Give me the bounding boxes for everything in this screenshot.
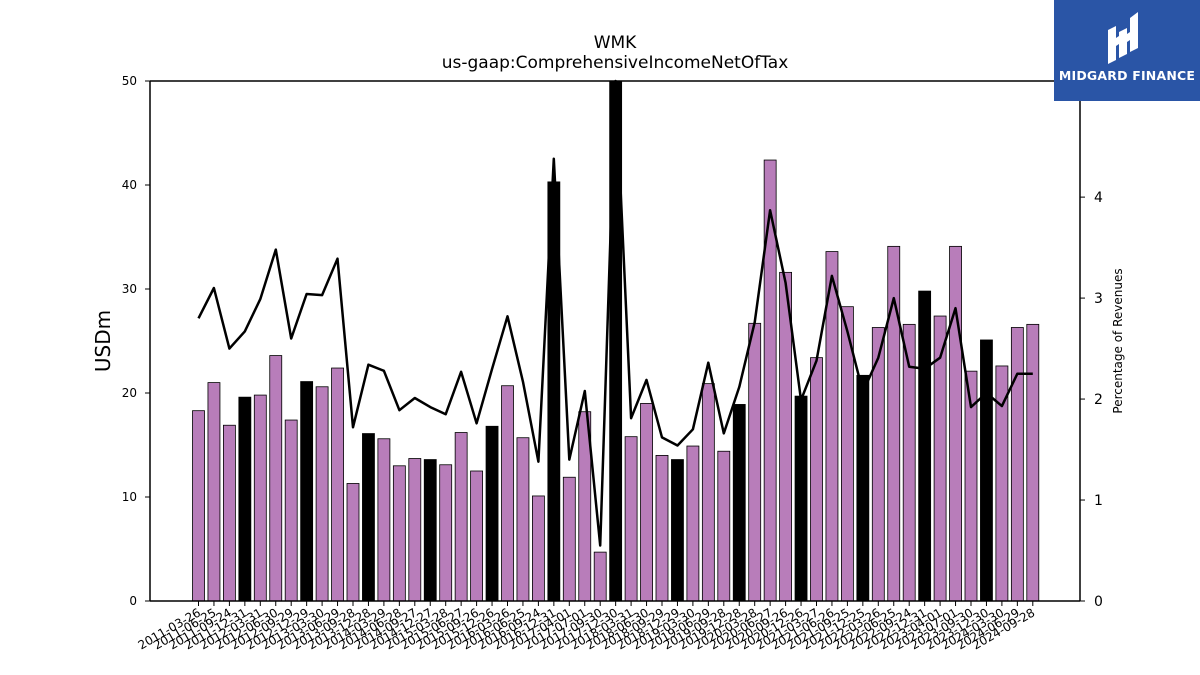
bar-2015-09-26 <box>470 470 484 602</box>
bar-2013-03-30 <box>315 386 329 602</box>
midgard-logo-icon <box>1108 12 1138 64</box>
bar-2019-06-29 <box>701 383 715 602</box>
bar-2011-03-26 <box>192 410 205 602</box>
bar-2011-12-31 <box>238 396 252 602</box>
bar-2014-09-27 <box>408 458 422 602</box>
bar-2016-03-26 <box>501 385 514 602</box>
bar-2014-12-27 <box>423 459 437 602</box>
bar-2021-12-25 <box>856 374 870 602</box>
bar-2023-12-30 <box>980 339 993 602</box>
y-tick-label: 10 <box>122 490 137 504</box>
bar-2017-09-30 <box>593 551 607 602</box>
bar-2013-12-28 <box>362 433 375 602</box>
bar-2014-03-29 <box>377 438 391 602</box>
bar-2015-03-28 <box>439 464 453 602</box>
bar-2019-03-30 <box>686 445 700 602</box>
bar-2011-09-24 <box>222 424 236 602</box>
bar-2015-12-26 <box>485 425 499 602</box>
bar-2018-06-30 <box>640 402 653 602</box>
bar-2022-12-31 <box>918 290 932 602</box>
y-axis-label: USDm <box>91 310 115 372</box>
y-tick-label: 40 <box>122 178 137 192</box>
y-tick-label: 50 <box>122 74 137 88</box>
y2-tick-label: 0 <box>1094 594 1103 610</box>
bar-2012-03-31 <box>253 394 267 602</box>
bar-2024-09-28 <box>1026 323 1040 602</box>
bar-2012-12-29 <box>300 381 314 602</box>
y-tick-label: 30 <box>122 282 137 296</box>
bar-2020-12-26 <box>794 395 808 602</box>
bar-2013-09-28 <box>346 483 360 602</box>
bar-2019-12-28 <box>732 404 746 602</box>
chart-subtitle: us-gaap:ComprehensiveIncomeNetOfTax <box>442 53 789 73</box>
brand-logo: MIDGARD FINANCE <box>1054 0 1200 101</box>
y2-tick-label: 2 <box>1094 392 1103 408</box>
bar-2020-03-28 <box>748 322 762 602</box>
y2-tick-label: 4 <box>1094 190 1103 206</box>
bar-2019-09-28 <box>717 450 731 602</box>
bar-2013-06-29 <box>331 367 344 602</box>
bar-2011-06-25 <box>207 382 221 602</box>
y-tick-label: 0 <box>129 594 137 608</box>
bar-2012-09-29 <box>284 419 298 602</box>
bar-2018-09-29 <box>655 454 669 602</box>
bar-2017-04-01 <box>562 476 576 602</box>
bar-2016-06-25 <box>516 437 530 602</box>
bar-2021-03-27 <box>810 357 823 602</box>
y-tick-label: 20 <box>122 386 137 400</box>
y2-axis-label: Percentage of Revenues <box>1111 268 1125 413</box>
bar-2014-06-28 <box>392 465 406 602</box>
bar-2016-09-24 <box>532 495 545 602</box>
y2-tick-label: 3 <box>1094 291 1103 307</box>
bar-2024-06-29 <box>1010 327 1024 602</box>
chart-title: WMK <box>594 33 637 53</box>
bar-2023-07-01 <box>949 245 962 602</box>
brand-name: MIDGARD FINANCE <box>1058 68 1196 83</box>
bar-2012-06-30 <box>269 355 283 602</box>
bar-2018-03-31 <box>624 436 638 602</box>
bar-2018-12-29 <box>671 459 684 602</box>
y2-tick-label: 1 <box>1094 493 1103 509</box>
bar-2015-06-27 <box>454 432 468 602</box>
bar-series <box>192 80 1040 602</box>
